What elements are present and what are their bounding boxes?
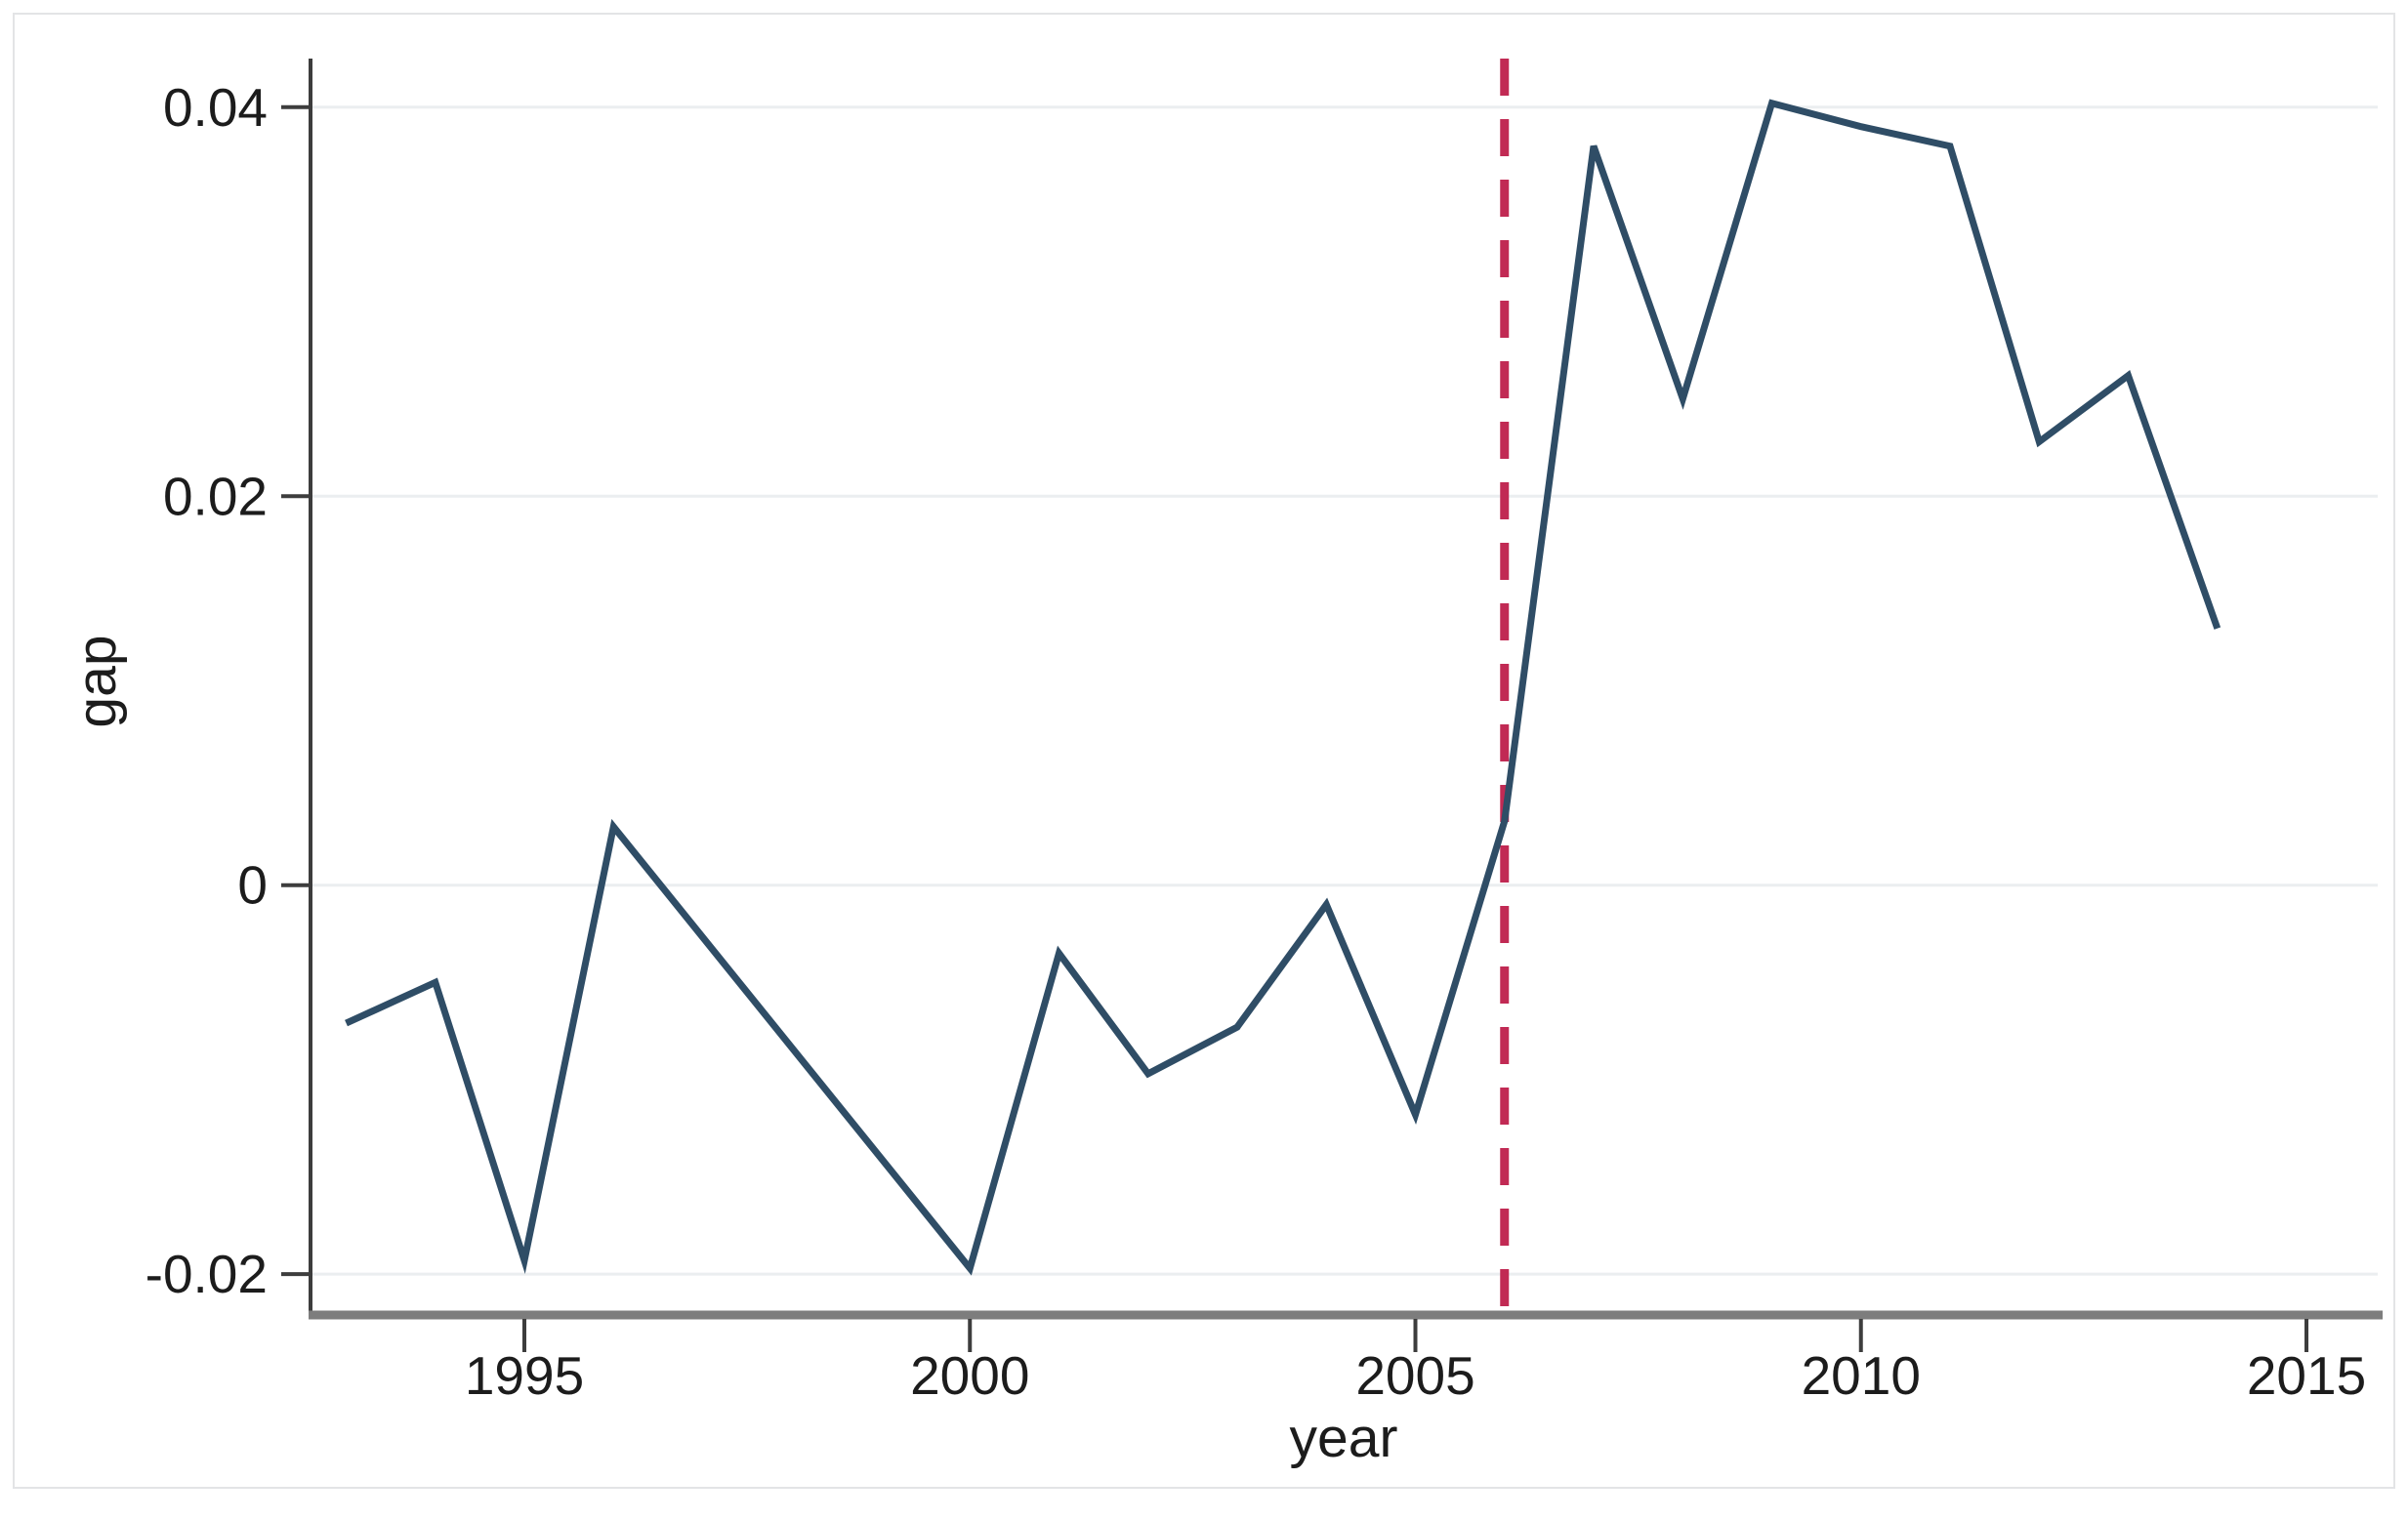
x-tick-label: 2015 [2247,1345,2366,1406]
y-tick-label: -0.02 [145,1244,268,1304]
y-tick-label: 0 [237,855,268,916]
series-line-gap [345,99,2221,1276]
figure-frame [13,13,2395,1489]
x-tick-label: 1995 [465,1345,584,1406]
x-tick-label: 2005 [1355,1345,1474,1406]
y-tick-label: 0.04 [163,77,268,138]
x-axis-title: year [1290,1407,1398,1469]
x-tick-label: 2000 [910,1345,1029,1406]
y-axis-title: gap [65,635,128,727]
x-tick-label: 2010 [1802,1345,1921,1406]
y-tick-label: 0.02 [163,466,268,526]
